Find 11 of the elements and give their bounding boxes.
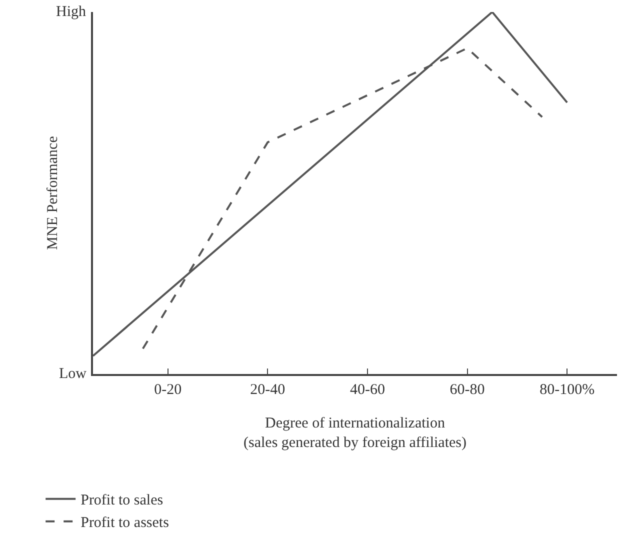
x-tick-label: 20-40 xyxy=(250,382,286,398)
text: High xyxy=(56,4,86,20)
legend-label: Profit to sales xyxy=(80,492,164,509)
text: Low xyxy=(59,366,87,382)
x-tick-label: 0-20 xyxy=(154,382,182,398)
x-axis-title: Degree of internationalization (sales generated by foreign affiliates) xyxy=(244,415,466,451)
x-tick-label: 60-80 xyxy=(450,382,485,398)
x-tick-label: 40-60 xyxy=(350,382,385,398)
y-axis-title: MNE Performance xyxy=(45,136,61,250)
legend-label: Profit to assets xyxy=(80,515,170,532)
x-tick-label: 80-100% xyxy=(540,382,595,398)
